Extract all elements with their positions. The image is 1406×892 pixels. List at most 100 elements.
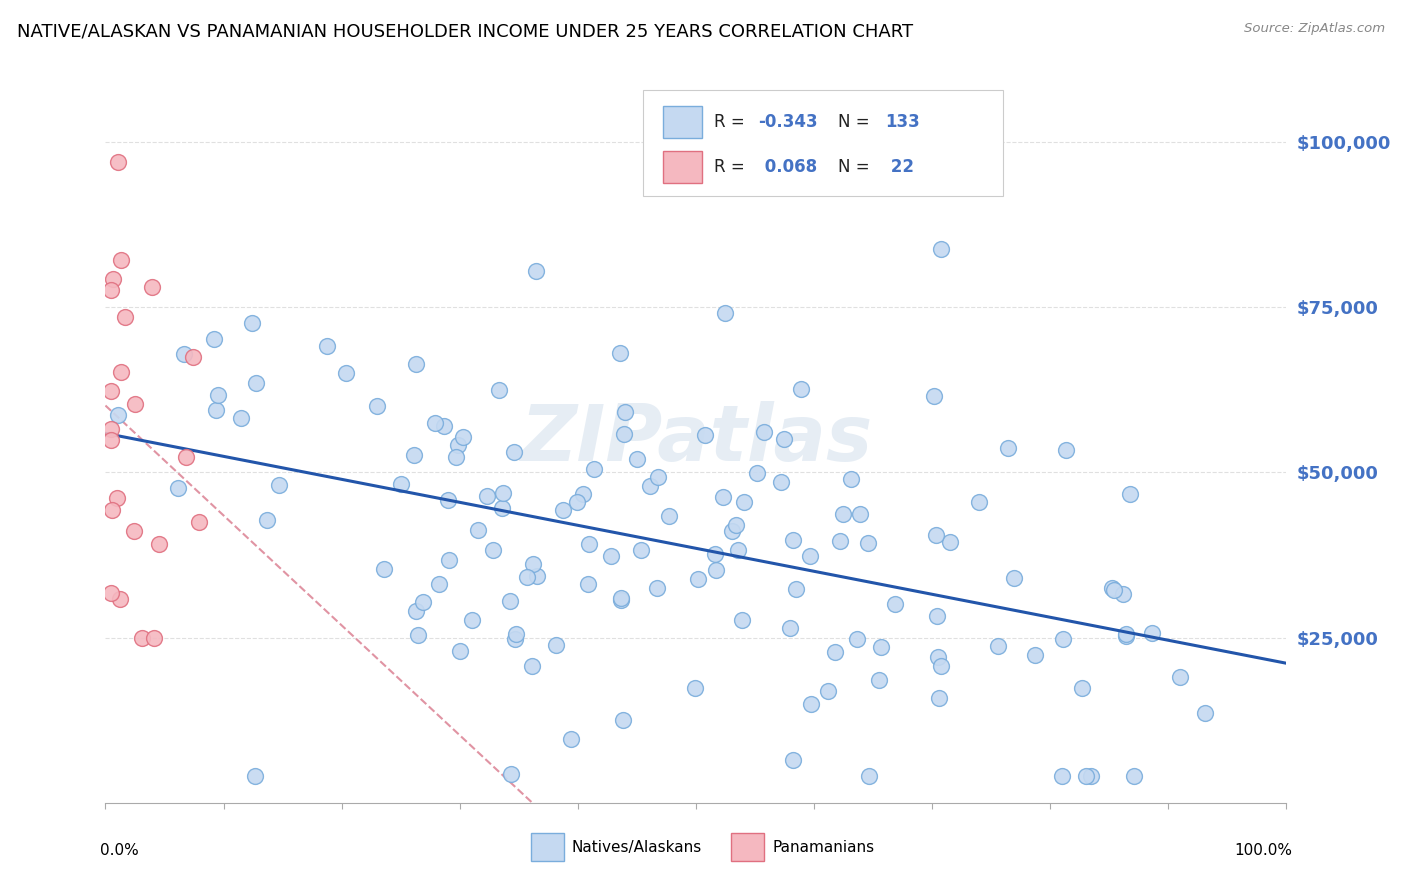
Point: [695, 427, 717, 442]
Point: [475, 490, 498, 504]
Point: [141, 279, 163, 293]
Point: [626, 451, 648, 466]
Point: [830, 534, 852, 549]
Point: [389, 476, 412, 491]
Point: [647, 469, 669, 483]
Point: [492, 486, 515, 500]
Point: [107, 408, 129, 422]
Point: [925, 528, 948, 542]
Point: [1119, 487, 1142, 501]
Point: [229, 410, 252, 425]
Point: [501, 767, 523, 781]
Point: [181, 350, 204, 364]
Point: [868, 673, 890, 687]
Point: [599, 549, 621, 563]
Point: [1104, 583, 1126, 598]
Text: Source: ZipAtlas.com: Source: ZipAtlas.com: [1244, 22, 1385, 36]
Text: N =: N =: [838, 158, 875, 176]
Point: [1052, 632, 1074, 646]
Point: [929, 242, 952, 256]
Point: [724, 518, 747, 533]
Point: [609, 346, 631, 360]
Point: [405, 604, 427, 618]
Point: [731, 613, 754, 627]
Point: [727, 543, 749, 558]
Point: [612, 713, 634, 727]
Point: [1050, 769, 1073, 783]
Point: [100, 586, 122, 600]
Point: [733, 495, 755, 509]
Text: NATIVE/ALASKAN VS PANAMANIAN HOUSEHOLDER INCOME UNDER 25 YEARS CORRELATION CHART: NATIVE/ALASKAN VS PANAMANIAN HOUSEHOLDER…: [17, 22, 912, 40]
Point: [789, 382, 811, 396]
Point: [1123, 769, 1146, 783]
Point: [366, 399, 388, 413]
Text: 0.0%: 0.0%: [100, 843, 138, 858]
Point: [752, 425, 775, 440]
Point: [267, 477, 290, 491]
Point: [927, 649, 949, 664]
Text: ZIPatlas: ZIPatlas: [520, 401, 872, 477]
Text: Panamanians: Panamanians: [773, 840, 875, 855]
Point: [335, 367, 357, 381]
Point: [205, 403, 228, 417]
FancyBboxPatch shape: [643, 90, 1002, 195]
Point: [433, 419, 456, 434]
Point: [100, 433, 122, 447]
Point: [124, 397, 146, 411]
Point: [522, 557, 544, 571]
Point: [630, 543, 652, 558]
Point: [925, 609, 948, 624]
Point: [1101, 581, 1123, 595]
Point: [100, 283, 122, 297]
Point: [824, 645, 846, 659]
Point: [939, 535, 962, 549]
Text: -0.343: -0.343: [759, 112, 818, 130]
Point: [1024, 648, 1046, 662]
Point: [578, 537, 600, 551]
Point: [404, 448, 426, 462]
Point: [373, 562, 395, 576]
Point: [449, 643, 471, 657]
Point: [524, 264, 547, 278]
Point: [1115, 628, 1137, 642]
Point: [148, 537, 170, 551]
Point: [1111, 587, 1133, 601]
Text: R =: R =: [714, 158, 749, 176]
Point: [613, 426, 636, 441]
Point: [174, 450, 197, 464]
Point: [245, 376, 267, 390]
Point: [565, 495, 588, 509]
Point: [503, 632, 526, 646]
Point: [100, 384, 122, 399]
Point: [447, 438, 470, 452]
Point: [515, 570, 537, 584]
Point: [610, 591, 633, 606]
Point: [522, 658, 544, 673]
Point: [437, 493, 460, 508]
Point: [491, 500, 513, 515]
Point: [1071, 681, 1094, 695]
Point: [406, 628, 429, 642]
Point: [107, 154, 129, 169]
Point: [683, 681, 706, 695]
Point: [405, 357, 427, 371]
Point: [122, 524, 145, 539]
Point: [720, 524, 742, 538]
Text: 0.068: 0.068: [759, 158, 817, 176]
Point: [101, 503, 124, 517]
Point: [1142, 625, 1164, 640]
Point: [922, 389, 945, 403]
Point: [613, 405, 636, 419]
Point: [316, 339, 339, 353]
Point: [883, 597, 905, 611]
Point: [108, 591, 131, 606]
Point: [1002, 571, 1025, 585]
Point: [461, 613, 484, 627]
Point: [785, 582, 807, 597]
Point: [858, 769, 880, 783]
Point: [610, 593, 633, 607]
Point: [638, 479, 661, 493]
Point: [647, 581, 669, 595]
Point: [704, 563, 727, 577]
Point: [526, 569, 548, 583]
